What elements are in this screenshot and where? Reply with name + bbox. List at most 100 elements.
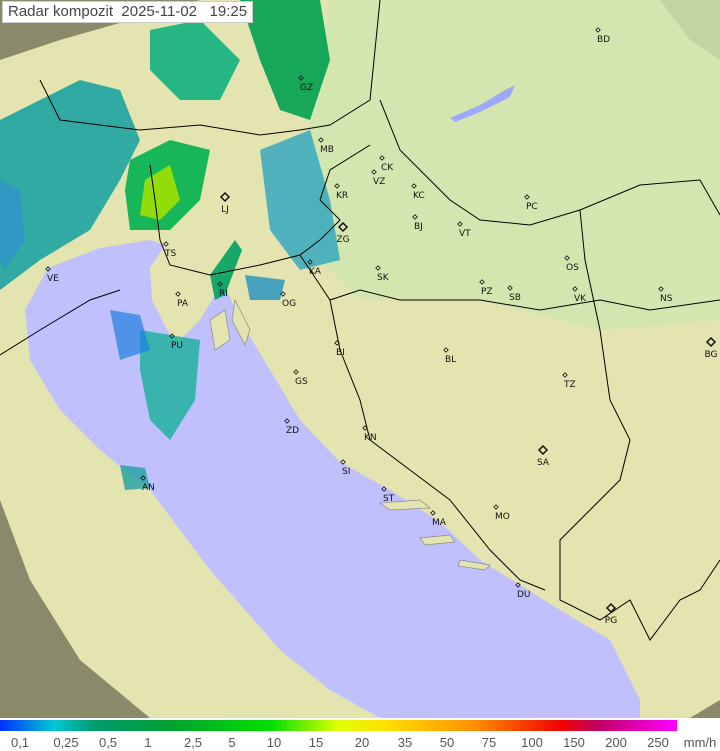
city-label: TS xyxy=(164,249,176,259)
city-marker-og xyxy=(280,291,286,297)
legend-tick: 0,25 xyxy=(53,735,79,750)
legend-tick: 0,1 xyxy=(10,735,30,750)
legend-tick: 250 xyxy=(647,735,669,750)
city-marker-ve xyxy=(45,266,51,272)
city-marker-ck xyxy=(379,155,385,161)
lake-balaton xyxy=(450,85,515,122)
city-marker-ma xyxy=(430,510,436,516)
plains-land xyxy=(300,0,720,330)
legend-color-bar xyxy=(0,720,677,731)
legend-tick: 2,5 xyxy=(183,735,203,750)
city-label: CK xyxy=(381,163,394,173)
legend-tick: 35 xyxy=(397,735,413,750)
city-label: BJ xyxy=(414,222,423,232)
city-label: BD xyxy=(597,35,610,45)
city-marker-st xyxy=(381,486,387,492)
city-label: BL xyxy=(445,355,456,365)
city-marker-vt xyxy=(457,221,463,227)
city-label: VT xyxy=(459,229,471,239)
city-label: RI xyxy=(219,289,228,299)
city-label: PU xyxy=(171,341,183,351)
city-label: ZD xyxy=(286,426,299,436)
city-marker-pc xyxy=(524,194,530,200)
city-marker-bg xyxy=(705,336,717,348)
city-marker-tz xyxy=(562,372,568,378)
legend-tick: 75 xyxy=(481,735,497,750)
legend-tick: 0,5 xyxy=(98,735,118,750)
city-label: DU xyxy=(517,590,531,600)
legend-tick: 50 xyxy=(439,735,455,750)
city-label: GS xyxy=(295,377,308,387)
city-marker-gs xyxy=(293,369,299,375)
city-label: LJ xyxy=(221,205,229,215)
city-marker-vz xyxy=(371,169,377,175)
city-label: AN xyxy=(142,483,155,493)
city-label: ST xyxy=(383,494,395,504)
city-marker-vk xyxy=(572,286,578,292)
city-label: VZ xyxy=(373,177,385,187)
city-marker-mb xyxy=(318,137,324,143)
city-marker-zd xyxy=(284,418,290,424)
city-marker-ri xyxy=(217,281,223,287)
city-marker-pg xyxy=(605,602,617,614)
city-marker-ka xyxy=(307,259,313,265)
city-marker-mo xyxy=(493,504,499,510)
legend-tick: 20 xyxy=(354,735,370,750)
city-marker-si xyxy=(340,459,346,465)
legend-tick: 100 xyxy=(521,735,543,750)
city-marker-pu xyxy=(169,333,175,339)
title-date: 2025-11-02 xyxy=(121,3,198,20)
legend-tick: 200 xyxy=(605,735,627,750)
city-marker-gz xyxy=(298,75,304,81)
city-label: OG xyxy=(282,299,296,309)
city-marker-kr xyxy=(334,183,340,189)
legend-tick: 15 xyxy=(308,735,324,750)
city-marker-os xyxy=(564,255,570,261)
city-label: VE xyxy=(47,274,59,284)
city-label: SK xyxy=(377,273,390,283)
city-marker-ts xyxy=(163,241,169,247)
city-label: KA xyxy=(309,267,322,277)
city-marker-lj xyxy=(219,191,231,203)
city-marker-pz xyxy=(479,279,485,285)
radar-map: GZ BD MB CK VZ KR KC LJ TS ZG BJ VT PC OS VE KA SK RI PA OG… xyxy=(0,0,720,718)
city-label: PC xyxy=(526,202,538,212)
city-label: KN xyxy=(364,433,377,443)
city-label: NS xyxy=(660,294,673,304)
city-marker-bl xyxy=(443,347,449,353)
city-label: SI xyxy=(342,467,350,477)
city-label: KC xyxy=(413,191,425,201)
city-label: GZ xyxy=(300,83,313,93)
title-label: Radar kompozit xyxy=(8,3,114,20)
legend-tick: 1 xyxy=(144,735,152,750)
city-label: PG xyxy=(605,616,617,626)
city-label: VK xyxy=(574,294,587,304)
city-marker-sb xyxy=(507,285,513,291)
legend-tick: 10 xyxy=(266,735,282,750)
city-label: OS xyxy=(566,263,579,273)
city-label: BI xyxy=(336,348,345,358)
city-marker-zg xyxy=(337,221,349,233)
city-marker-ns xyxy=(658,286,664,292)
country-borders xyxy=(0,0,720,641)
legend-tick: 5 xyxy=(228,735,236,750)
islands xyxy=(209,298,491,571)
city-label: KR xyxy=(336,191,348,201)
city-marker-du xyxy=(515,582,521,588)
city-label: BG xyxy=(705,350,718,360)
city-marker-kc xyxy=(411,183,417,189)
title-time: 19:25 xyxy=(209,3,248,20)
city-label: PA xyxy=(177,299,189,309)
city-marker-kn xyxy=(362,425,368,431)
city-label: TZ xyxy=(563,380,576,390)
legend-tick: 150 xyxy=(563,735,585,750)
city-label: MO xyxy=(495,512,510,522)
radar-echoes xyxy=(0,0,340,490)
city-label: PZ xyxy=(481,287,493,297)
precipitation-legend: 0,1 0,25 0,5 1 2,5 5 10 15 20 35 50 75 100 150 200 250 m… xyxy=(0,718,720,751)
city-marker-bd xyxy=(595,27,601,33)
city-marker-sa xyxy=(537,444,549,456)
city-label: MA xyxy=(432,518,447,528)
city-marker-bj xyxy=(412,214,418,220)
